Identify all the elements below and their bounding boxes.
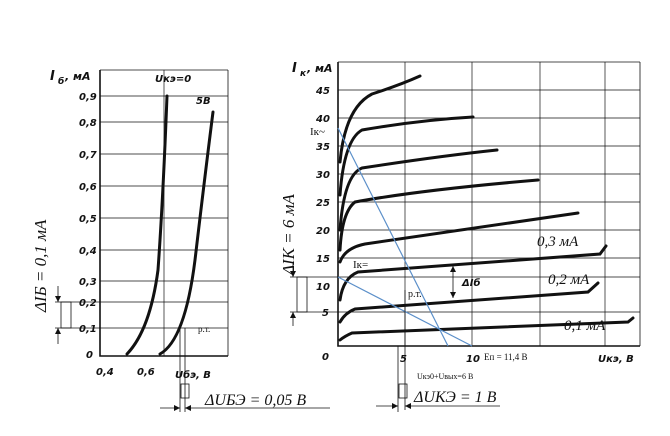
output-grid <box>290 62 640 346</box>
input-x-axis-label: Uбэ, В <box>175 369 211 381</box>
output-y-tick: 35 <box>316 142 330 153</box>
input-y-title: I <box>50 69 55 84</box>
input-y-ticks: 0,9 0,8 0,7 0,6 0,5 0,4 0,3 0,2 0,1 0 <box>79 92 97 361</box>
delta-ib-arrow <box>450 266 456 298</box>
delta-ube-marker <box>160 328 330 412</box>
input-y-sub: б <box>58 76 64 87</box>
output-y-sub: к <box>300 69 307 79</box>
curve-label-0-2ma: 0,2 мА <box>548 272 590 288</box>
output-y-tick: 0 <box>322 352 329 363</box>
input-y-tick: 0,4 <box>79 246 97 257</box>
input-curve-uke-0 <box>125 94 169 356</box>
output-x-tick: 5 <box>400 354 407 365</box>
ep-label: Еп = 11,4 В <box>484 352 528 362</box>
output-y-tick: 30 <box>316 170 330 181</box>
delta-ib-label: ΔIБ = 0,1 мА <box>31 219 50 313</box>
input-y-tick: 0,5 <box>79 214 97 225</box>
input-y-tick: 0,2 <box>79 298 97 309</box>
delta-ib-curve-label: ΔIб <box>461 277 480 289</box>
output-curve-6 <box>338 148 499 232</box>
output-x-axis-label: Uкэ, В <box>598 354 634 365</box>
input-x-tick: 0,4 <box>96 367 114 378</box>
output-curve-4 <box>338 211 580 264</box>
output-curve-0-3ma <box>338 244 608 302</box>
delta-ik-marker <box>290 262 308 326</box>
output-y-unit: , мА <box>306 62 333 75</box>
ik-dc-label: Iк= <box>353 259 368 271</box>
output-y-title: I <box>292 61 297 76</box>
output-curves <box>338 74 635 342</box>
output-y-tick: 5 <box>322 308 329 319</box>
output-y-tick: 45 <box>315 86 330 97</box>
input-x-tick: 0,6 <box>137 367 155 378</box>
output-x-tick: 10 <box>466 354 480 365</box>
curve-label-0-3ma: 0,3 мА <box>537 234 579 250</box>
input-curve-label-2: 5В <box>196 96 211 107</box>
output-y-tick: 10 <box>316 282 330 293</box>
output-curve-5 <box>338 178 540 252</box>
output-curve-0-1ma <box>338 316 635 342</box>
input-characteristic-panel: I б , мА Uкэ=0 5В 0,9 0,8 0,7 0,6 0,5 0,… <box>31 69 330 412</box>
delta-ik-label: ΔIК = 6 мА <box>279 194 298 276</box>
output-y-ticks: 45 40 35 30 25 20 15 10 5 0 <box>315 86 330 363</box>
ik-ac-label: Iк~ <box>310 126 325 138</box>
input-curve-uke-5 <box>158 110 215 356</box>
output-characteristic-panel: I к , мА 45 40 35 30 25 20 15 10 5 0 5 1… <box>279 61 641 412</box>
output-y-tick: 15 <box>316 254 330 265</box>
uk-output-label: Uкэ0+Uвых=6 В <box>417 372 473 381</box>
ac-load-line <box>337 127 449 347</box>
output-axes <box>337 62 640 347</box>
input-y-tick: 0,9 <box>79 92 97 103</box>
input-y-tick: 0,1 <box>79 324 97 335</box>
input-y-tick: 0,7 <box>79 150 97 161</box>
output-curve-0-2ma <box>338 281 600 324</box>
output-y-tick: 25 <box>316 198 330 209</box>
delta-ube-label: ΔUБЭ = 0,05 В <box>204 392 306 409</box>
output-curve-7 <box>338 115 475 197</box>
input-y-tick: 0,6 <box>79 182 97 193</box>
delta-uke-marker <box>376 346 500 412</box>
input-y-tick: 0,8 <box>79 118 97 129</box>
output-y-tick: 40 <box>315 114 330 125</box>
output-curve-8 <box>338 74 422 164</box>
delta-ib-marker <box>55 286 72 344</box>
input-working-point-label: р.т. <box>198 324 210 334</box>
curve-label-0-1ma: 0,1 мА <box>564 318 606 334</box>
output-working-point-label: р.т. <box>408 289 422 300</box>
input-y-unit: , мА <box>64 70 91 83</box>
input-y-tick: 0 <box>86 350 93 361</box>
input-curve-label-1: Uкэ=0 <box>155 74 191 85</box>
delta-uke-label: ΔUКЭ = 1 В <box>413 389 497 406</box>
input-y-tick: 0,3 <box>79 277 97 288</box>
output-y-tick: 20 <box>316 226 330 237</box>
